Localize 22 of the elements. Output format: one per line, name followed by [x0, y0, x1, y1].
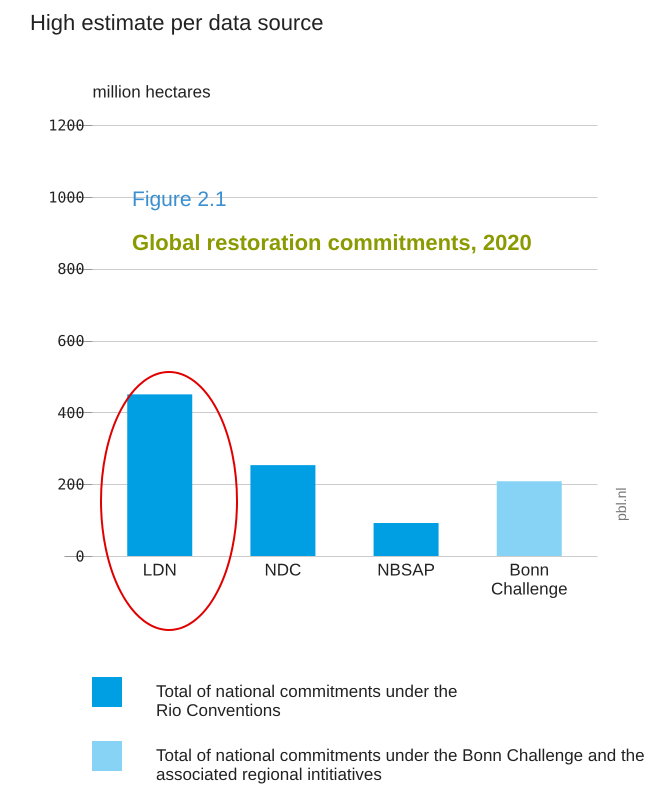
annotation: Global restoration commitments, 2020 — [132, 230, 532, 255]
x-tick-label: Bonn Challenge — [490, 560, 568, 598]
y-tick-label: 0 — [75, 548, 84, 566]
x-tick-label: LDN — [142, 560, 177, 580]
x-tick-label: NDC — [264, 560, 302, 580]
y-tick-label: 1000 — [48, 188, 84, 206]
annotation: Figure 2.1 — [132, 188, 227, 211]
bar — [127, 394, 192, 556]
y-tick-label: 400 — [57, 404, 84, 422]
y-tick-label: 1200 — [48, 116, 84, 134]
legend-label: Total of national commitments under the Rio Conventions — [156, 682, 458, 720]
bar — [496, 481, 562, 556]
chart-title: High estimate per data source — [30, 10, 324, 35]
y-tick-label: 800 — [57, 260, 84, 278]
bar — [374, 522, 439, 556]
y-tick-label: 200 — [57, 476, 84, 494]
text: pbl.nl — [613, 488, 629, 521]
x-tick-label: NBSAP — [377, 560, 435, 580]
bar — [250, 465, 316, 556]
y-tick-label: 600 — [57, 332, 84, 350]
y-axis-title: million hectares — [92, 82, 211, 102]
legend-label: Total of national commitments under the Bonn Challenge and the associated regional intitiatives — [156, 746, 645, 784]
